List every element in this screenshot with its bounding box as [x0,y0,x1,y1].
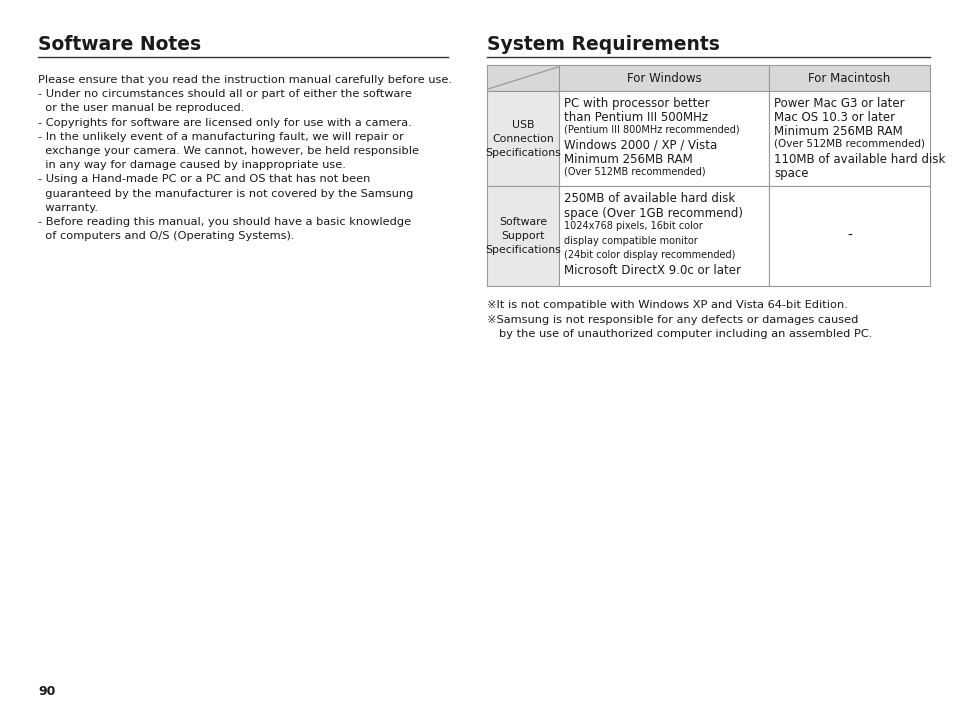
Bar [486,65,558,91]
Bar [558,65,768,91]
Text: 250MB of available hard disk: 250MB of available hard disk [563,192,735,205]
Text: than Pentium III 500MHz: than Pentium III 500MHz [563,111,707,124]
Text: exchange your camera. We cannot, however, be held responsible: exchange your camera. We cannot, however… [38,146,418,156]
Text: USB
Connection
Specifications: USB Connection Specifications [485,120,560,158]
Text: - Under no circumstances should all or part of either the software: - Under no circumstances should all or p… [38,89,412,99]
Bar [768,186,929,286]
Text: Windows 2000 / XP / Vista: Windows 2000 / XP / Vista [563,139,717,152]
Text: Mac OS 10.3 or later: Mac OS 10.3 or later [773,111,894,124]
Text: (Over 512MB recommended): (Over 512MB recommended) [563,167,705,177]
Text: space: space [773,167,807,180]
Text: For Macintosh: For Macintosh [807,71,890,84]
Text: ※It is not compatible with Windows XP and Vista 64-bit Edition.: ※It is not compatible with Windows XP an… [486,300,847,310]
Text: For Windows: For Windows [626,71,700,84]
Text: -: - [846,229,851,243]
Text: (Over 512MB recommended): (Over 512MB recommended) [773,139,924,149]
Text: Minimum 256MB RAM: Minimum 256MB RAM [563,153,692,166]
Bar [486,186,558,286]
Text: 110MB of available hard disk: 110MB of available hard disk [773,153,944,166]
Text: Software
Support
Specifications: Software Support Specifications [485,217,560,255]
Text: System Requirements: System Requirements [486,35,720,54]
Text: or the user manual be reproduced.: or the user manual be reproduced. [38,104,244,114]
Text: by the use of unauthorized computer including an assembled PC.: by the use of unauthorized computer incl… [498,329,871,339]
Bar [558,91,768,186]
Text: of computers and O/S (Operating Systems).: of computers and O/S (Operating Systems)… [38,231,294,241]
Text: Please ensure that you read the instruction manual carefully before use.: Please ensure that you read the instruct… [38,75,452,85]
Text: 90: 90 [38,685,55,698]
Text: Microsoft DirectX 9.0c or later: Microsoft DirectX 9.0c or later [563,264,740,277]
Bar [486,91,558,186]
Text: warranty.: warranty. [38,203,98,213]
Bar [768,91,929,186]
Text: 1024x768 pixels, 16bit color: 1024x768 pixels, 16bit color [563,221,702,231]
Text: display compatible monitor: display compatible monitor [563,235,697,246]
Text: in any way for damage caused by inappropriate use.: in any way for damage caused by inapprop… [38,161,346,170]
Text: PC with processor better: PC with processor better [563,97,709,110]
Text: - Copyrights for software are licensed only for use with a camera.: - Copyrights for software are licensed o… [38,117,412,127]
Text: (24bit color display recommended): (24bit color display recommended) [563,250,735,260]
Text: - In the unlikely event of a manufacturing fault, we will repair or: - In the unlikely event of a manufacturi… [38,132,403,142]
Text: guaranteed by the manufacturer is not covered by the Samsung: guaranteed by the manufacturer is not co… [38,189,413,199]
Text: (Pentium III 800MHz recommended): (Pentium III 800MHz recommended) [563,125,739,135]
Text: ※Samsung is not responsible for any defects or damages caused: ※Samsung is not responsible for any defe… [486,315,858,325]
Text: - Using a Hand-made PC or a PC and OS that has not been: - Using a Hand-made PC or a PC and OS th… [38,174,370,184]
Text: Software Notes: Software Notes [38,35,201,54]
Bar [558,186,768,286]
Text: space (Over 1GB recommend): space (Over 1GB recommend) [563,207,742,220]
Bar [768,65,929,91]
Text: Power Mac G3 or later: Power Mac G3 or later [773,97,903,110]
Text: Minimum 256MB RAM: Minimum 256MB RAM [773,125,902,138]
Text: - Before reading this manual, you should have a basic knowledge: - Before reading this manual, you should… [38,217,411,227]
